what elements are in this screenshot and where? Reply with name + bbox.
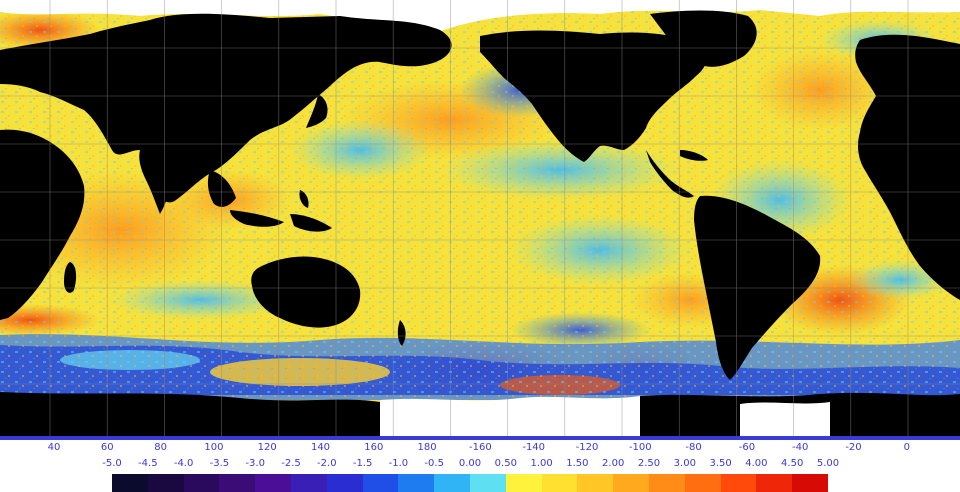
colorbar-swatch <box>469 474 506 492</box>
arctic-ice <box>0 0 960 40</box>
scale-tick-label: -4.0 <box>173 458 194 469</box>
colorbar-swatch <box>577 474 614 492</box>
longitude-label: -120 <box>575 442 599 453</box>
scale-tick-label: 5.00 <box>816 458 840 469</box>
anomaly-scale-labels: -5.0 -4.5 -4.0 -3.5 -3.0 -2.5 -2.0 -1.5 -1.0 -0.5… <box>0 458 960 472</box>
scale-tick-label: -3.0 <box>245 458 265 469</box>
scale-tick-label: -1.0 <box>388 458 409 469</box>
colorbar-swatch <box>112 474 148 492</box>
colorbar-swatch <box>720 474 757 492</box>
colorbar-swatch <box>613 474 649 492</box>
scale-tick-label: 0.50 <box>494 458 517 469</box>
anomaly-colorbar <box>112 474 828 492</box>
longitude-label: -20 <box>845 442 862 453</box>
longitude-label: 180 <box>417 442 437 453</box>
longitude-axis: 40 60 80 100 120 140 160 180 -160 -140 -120 -100 -80… <box>0 440 960 456</box>
colorbar-swatch <box>398 474 435 492</box>
scale-tick-label: -4.5 <box>138 458 158 469</box>
colorbar-swatch <box>541 474 578 492</box>
longitude-label: 0 <box>903 442 910 453</box>
longitude-label: 40 <box>47 442 61 453</box>
lat-lon-grid <box>0 0 960 436</box>
longitude-label: 100 <box>204 442 224 453</box>
longitude-label: 80 <box>154 442 167 453</box>
land-japan <box>306 94 328 128</box>
scale-tick-label: -0.5 <box>424 458 444 469</box>
map-frame-bottom <box>0 436 960 440</box>
longitude-label: -160 <box>469 442 492 453</box>
colorbar-swatch <box>792 474 828 492</box>
longitude-label: 140 <box>310 442 331 453</box>
sst-anomaly-map <box>0 0 960 440</box>
scale-tick-label: -1.5 <box>352 458 373 469</box>
colorbar-swatch <box>326 474 363 492</box>
scale-tick-label: 1.00 <box>530 458 553 469</box>
longitude-label: -140 <box>522 442 546 453</box>
scale-tick-label: -2.0 <box>317 458 337 469</box>
colorbar-swatch <box>756 474 793 492</box>
colorbar-swatch <box>219 474 256 492</box>
land-greenland <box>650 10 757 67</box>
scale-tick-label: 1.50 <box>566 458 589 469</box>
longitude-label: -100 <box>628 442 652 453</box>
scale-tick-label: 4.00 <box>745 458 768 469</box>
scale-tick-label: 4.50 <box>781 458 804 469</box>
longitude-label: 120 <box>257 442 277 453</box>
map-canvas <box>0 0 960 440</box>
land-madagascar <box>64 262 77 293</box>
colorbar-swatch <box>362 474 399 492</box>
colorbar-swatch <box>434 474 470 492</box>
colorbar-swatch <box>183 474 220 492</box>
land-india <box>139 150 171 214</box>
land-se-asia <box>207 170 236 207</box>
colorbar-swatch <box>255 474 291 492</box>
colorbar-swatch <box>505 474 542 492</box>
colorbar-swatch <box>684 474 721 492</box>
longitude-label: -80 <box>685 442 702 453</box>
longitude-label: -60 <box>738 442 756 453</box>
scale-tick-label: -2.5 <box>281 458 301 469</box>
colorbar-swatch <box>147 474 184 492</box>
scale-tick-label: 2.50 <box>637 458 661 469</box>
scale-tick-label: 0.00 <box>458 458 482 469</box>
colorbar-swatch <box>290 474 327 492</box>
scale-tick-label: 3.00 <box>673 458 696 469</box>
land-africa <box>0 129 85 320</box>
scale-tick-label: 3.50 <box>709 458 732 469</box>
scale-tick-label: 2.00 <box>602 458 625 469</box>
land-eurasia <box>0 13 452 203</box>
land-australia <box>251 256 361 328</box>
colorbar-swatch <box>648 474 685 492</box>
scale-tick-label: -3.5 <box>209 458 230 469</box>
antarctica <box>0 392 960 440</box>
scale-tick-label: -5.0 <box>102 458 122 469</box>
longitude-label: 160 <box>364 442 384 453</box>
longitude-label: 60 <box>100 442 114 453</box>
longitude-label: -40 <box>792 442 809 453</box>
land-europe-africa-east <box>855 34 960 300</box>
